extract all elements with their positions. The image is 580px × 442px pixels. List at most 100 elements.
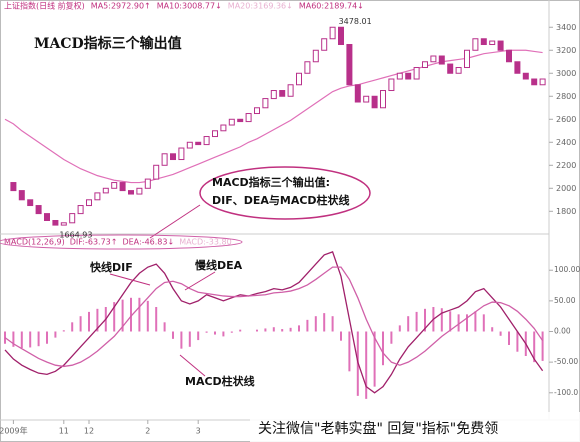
candle xyxy=(472,38,479,51)
candle xyxy=(506,49,512,63)
x-tick-label: 2009年 xyxy=(0,426,28,436)
y-tick-label: 2800 xyxy=(556,92,576,101)
watermark-bg xyxy=(250,412,580,442)
series-label: 快线DIF xyxy=(89,260,133,274)
macd-header-label: DIF:-63.73↑ xyxy=(70,238,118,247)
y-tick-label: 3200 xyxy=(556,46,576,55)
candle xyxy=(195,141,202,146)
candle xyxy=(489,40,496,46)
x-tick-label: 12 xyxy=(84,427,94,436)
candle xyxy=(27,199,34,207)
low-label: 1664.93 xyxy=(59,231,92,240)
candle xyxy=(10,182,17,192)
label-arrow xyxy=(184,271,216,291)
candle xyxy=(212,130,218,138)
candle xyxy=(380,90,386,109)
label-arrow xyxy=(179,354,206,377)
x-tick-label: 3 xyxy=(196,427,201,436)
candle xyxy=(287,84,294,97)
y-tick-label: 0.00 xyxy=(554,327,571,336)
candle xyxy=(413,67,420,80)
candle xyxy=(497,40,504,51)
candle xyxy=(60,222,67,226)
callout-bubble xyxy=(199,166,371,220)
candle xyxy=(220,124,227,132)
macd-header-label: DEA:-46.83↓ xyxy=(122,238,174,247)
candle xyxy=(363,95,370,103)
candle xyxy=(480,38,487,46)
candle xyxy=(522,72,529,80)
candle xyxy=(153,164,160,180)
y-tick-label: 1800 xyxy=(556,207,576,216)
macd-header-label: MACD(12,26,9) xyxy=(4,238,65,247)
candle xyxy=(514,61,521,74)
callout-pointer xyxy=(149,204,201,239)
candle xyxy=(371,95,378,109)
dea-line xyxy=(4,266,544,368)
candle xyxy=(464,49,470,69)
candle xyxy=(136,187,143,195)
chart-title: MACD指标三个输出值 xyxy=(34,35,182,52)
y-tick-label: 2000 xyxy=(556,184,576,193)
header-ellipse xyxy=(0,234,243,250)
candle xyxy=(539,78,546,86)
candle xyxy=(321,38,328,51)
candle xyxy=(279,90,286,97)
candle xyxy=(447,63,454,74)
candle xyxy=(354,84,361,103)
watermark: 关注微信"老韩实盘" 回复"指标"免费领 xyxy=(258,420,498,437)
header-label: MA60:2189.74↓ xyxy=(299,2,364,11)
callout-text: DIF、DEA与MACD柱状线 xyxy=(212,193,350,207)
candle xyxy=(438,55,445,65)
candle xyxy=(245,113,252,123)
candle xyxy=(338,26,344,46)
candle xyxy=(203,136,210,146)
candle xyxy=(170,153,176,161)
header-label: MA5:2972.90↑ xyxy=(91,2,151,11)
candle xyxy=(144,178,151,189)
header-label: MA10:3008.77↓ xyxy=(157,2,222,11)
candle xyxy=(69,213,76,224)
candle xyxy=(18,190,25,201)
candle xyxy=(422,61,428,69)
x-tick-label: 11 xyxy=(59,427,69,436)
candle xyxy=(186,141,193,149)
callout-text: MACD指标三个输出值: xyxy=(212,175,330,189)
label-arrow xyxy=(109,273,151,286)
candle xyxy=(430,55,437,63)
y-tick-label: 3000 xyxy=(556,69,576,78)
y-tick-label: 3400 xyxy=(556,23,576,32)
candle xyxy=(44,213,50,221)
candle xyxy=(262,98,269,109)
candle xyxy=(94,192,101,201)
y-tick-label: -100.0 xyxy=(554,388,578,397)
y-tick-label: 50.00 xyxy=(554,296,576,305)
candle xyxy=(77,205,84,215)
series-label: 慢线DEA xyxy=(195,258,243,272)
candle xyxy=(128,190,134,195)
x-tick-label: 2 xyxy=(145,427,150,436)
y-tick-label: 2600 xyxy=(556,115,576,124)
header-label: 上证指数(日线 前复权) xyxy=(4,1,85,11)
candle xyxy=(178,147,185,161)
y-tick-label: 2200 xyxy=(556,161,576,170)
candle xyxy=(455,67,462,74)
candle xyxy=(228,118,235,126)
candle xyxy=(237,118,244,123)
macd-header-label: MACD:-33.80 xyxy=(179,238,231,247)
candle xyxy=(254,107,260,115)
candle xyxy=(111,182,118,189)
series-label: MACD柱状线 xyxy=(185,374,255,388)
ma-line xyxy=(4,49,543,184)
high-label: 3478.01 xyxy=(339,17,372,26)
dif-line xyxy=(4,251,544,394)
y-tick-label: -50.00 xyxy=(554,357,578,366)
candle xyxy=(312,49,319,63)
candle xyxy=(86,199,92,207)
candle xyxy=(119,182,126,192)
candle xyxy=(405,72,412,80)
candle xyxy=(161,153,168,166)
candle xyxy=(388,78,395,92)
